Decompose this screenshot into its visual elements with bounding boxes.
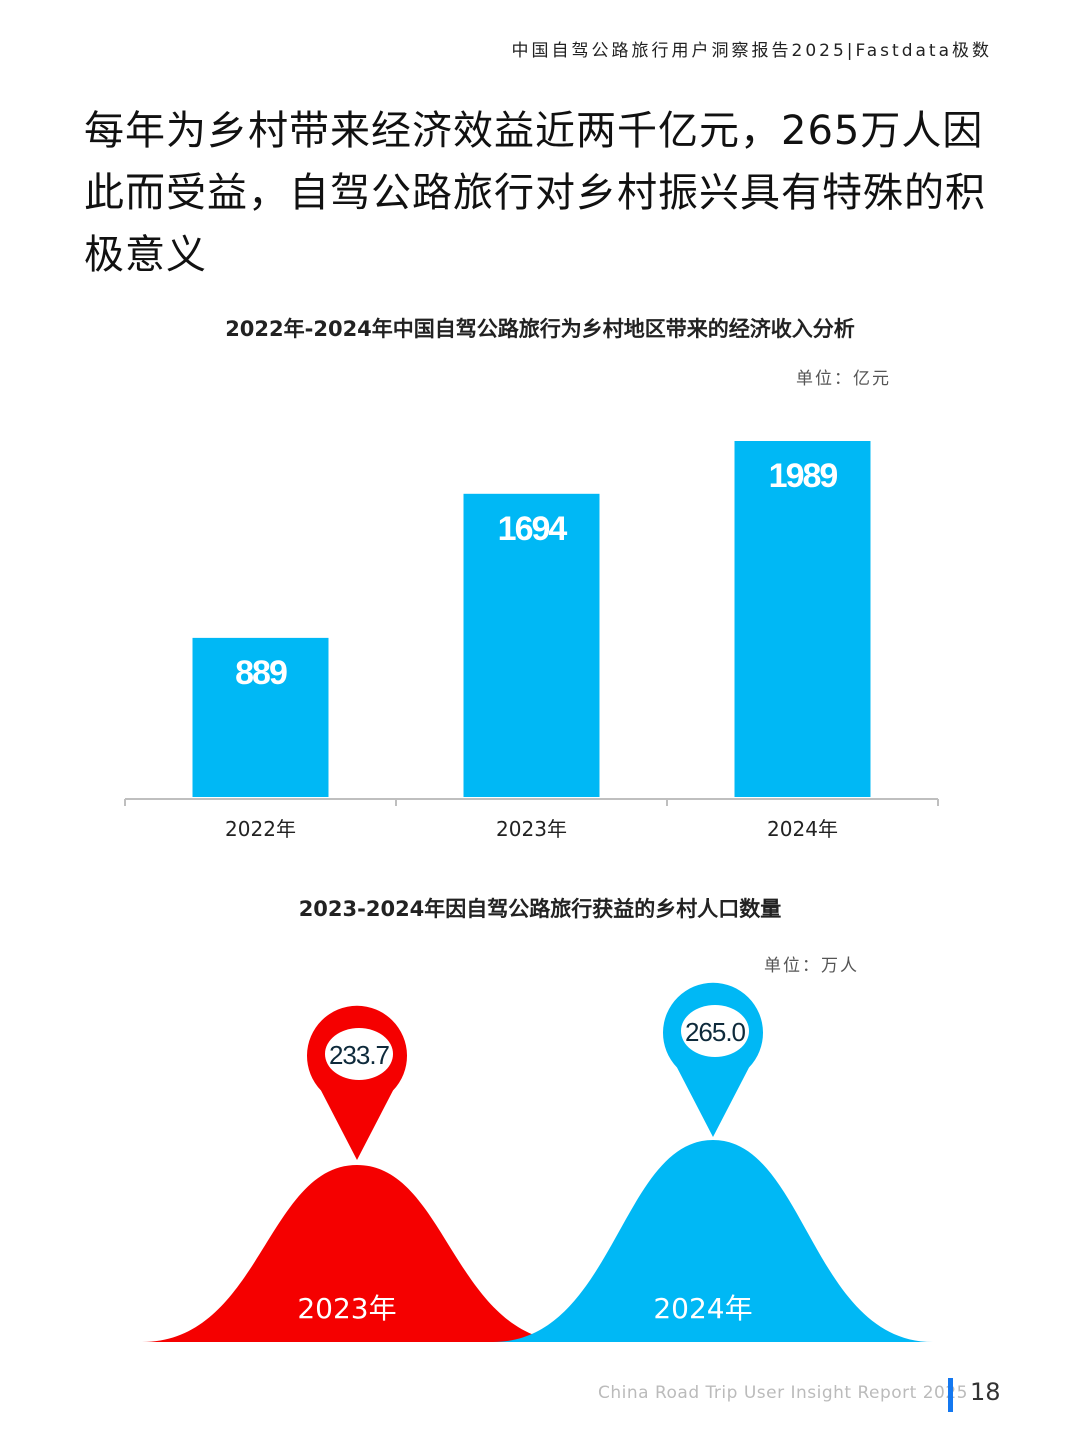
bell-chart-unit: 单位：万人 — [764, 956, 859, 976]
bar-2024年 — [734, 441, 871, 797]
map-pin-inner-circle — [325, 1028, 393, 1080]
bell-area-2023年 — [142, 1165, 572, 1342]
footer-report-name: China Road Trip User Insight Report 2025 — [598, 1383, 968, 1403]
bell-area-2024年 — [493, 1140, 933, 1342]
pin-value-label: 233.7 — [329, 1040, 390, 1070]
report-header-tag: 中国自驾公路旅行用户洞察报告2025|Fastdata极数 — [511, 41, 992, 61]
page-number: 18 — [970, 1378, 1001, 1406]
bell-chart-title: 2023-2024年因自驾公路旅行获益的乡村人口数量 — [298, 897, 782, 921]
x-tick-label: 2023年 — [496, 817, 567, 841]
bar-value-label: 1989 — [769, 457, 838, 495]
bar-chart-unit: 单位：亿元 — [796, 369, 891, 389]
bar-2022年 — [192, 637, 329, 797]
bell-year-label: 2023年 — [297, 1292, 396, 1325]
map-pin-inner-circle — [681, 1005, 749, 1057]
bell-year-label: 2024年 — [653, 1292, 752, 1325]
x-tick-label: 2022年 — [225, 817, 296, 841]
pin-value-label: 265.0 — [685, 1017, 746, 1047]
bar-value-label: 889 — [235, 654, 287, 692]
footer-accent-bar — [948, 1378, 953, 1412]
page-headline: 每年为乡村带来经济效益近两千亿元，265万人因此而受益，自驾公路旅行对乡村振兴具… — [84, 108, 986, 278]
x-tick-label: 2024年 — [767, 817, 838, 841]
bar-2023年 — [463, 493, 600, 797]
bar-value-label: 1694 — [498, 510, 568, 548]
bar-chart-title: 2022年-2024年中国自驾公路旅行为乡村地区带来的经济收入分析 — [225, 317, 855, 341]
